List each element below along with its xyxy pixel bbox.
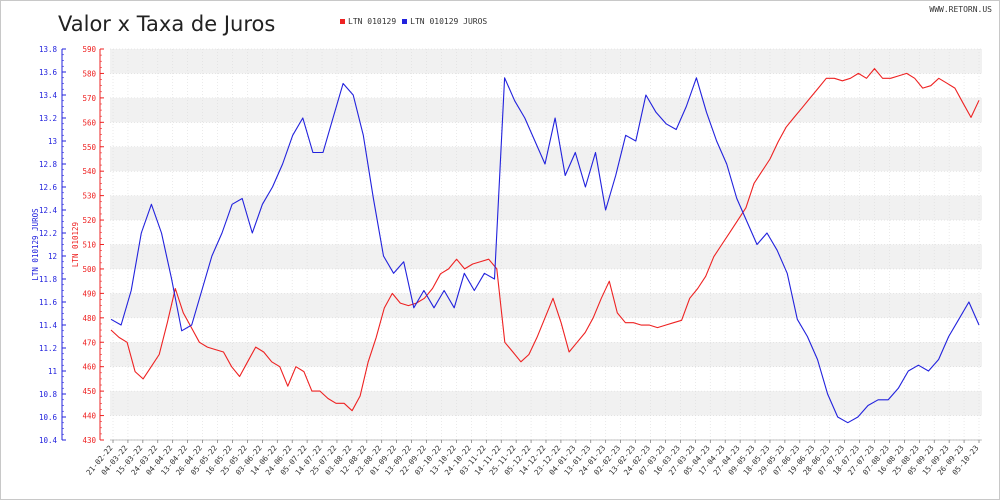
y-left-tick-label: 11.6	[39, 298, 58, 307]
legend-label-ltn: LTN 010129	[348, 17, 397, 26]
y-right-tick-label: 470	[82, 338, 96, 347]
y-right-tick-label: 540	[82, 167, 96, 176]
y-right-tick-label: 520	[82, 216, 96, 225]
y-right-tick-label: 440	[82, 412, 96, 421]
legend-swatch-ltn	[340, 19, 345, 24]
legend-item-juros: LTN 010129 JUROS	[402, 17, 487, 26]
y-left-tick-label: 11	[48, 367, 57, 376]
y-left-tick-label: 12.4	[39, 206, 58, 215]
y-left-tick-label: 10.8	[39, 390, 58, 399]
y-left-tick-label: 10.6	[39, 413, 58, 422]
y-left-tick-label: 12.6	[39, 183, 58, 192]
y-right-tick-label: 530	[82, 192, 96, 201]
y-right-tick-label: 570	[82, 94, 96, 103]
y-right-tick-label: 480	[82, 314, 96, 323]
y-left-tick-label: 13.4	[39, 91, 58, 100]
y-right-tick-label: 550	[82, 143, 96, 152]
y-left-tick-label: 12.8	[39, 160, 58, 169]
y-right-tick-label: 460	[82, 363, 96, 372]
y-right-tick-label: 430	[82, 436, 96, 445]
y-left-tick-label: 12	[48, 252, 57, 261]
y-left-tick-label: 11.8	[39, 275, 58, 284]
y-right-tick-label: 590	[82, 45, 96, 54]
chart-title: Valor x Taxa de Juros	[58, 12, 276, 36]
y-right-tick-label: 580	[82, 69, 96, 78]
legend-swatch-juros	[402, 19, 408, 24]
site-url[interactable]: WWW.RETORN.US	[929, 5, 992, 14]
y-left-tick-label: 13.2	[39, 114, 57, 123]
y-left-tick-label: 11.4	[39, 321, 58, 330]
y-right-tick-label: 490	[82, 289, 96, 298]
y-left-tick-label: 11.2	[39, 344, 57, 353]
y-right-tick-label: 500	[82, 265, 96, 274]
grid-band	[110, 342, 982, 367]
legend: LTN 010129 LTN 010129 JUROS	[340, 17, 487, 26]
y-left-tick-label: 13.6	[39, 68, 58, 77]
legend-item-ltn: LTN 010129	[340, 17, 396, 26]
y-right-axis-label: LTN 010129	[71, 222, 80, 267]
legend-label-juros: LTN 010129 JUROS	[410, 17, 488, 26]
y-right-tick-label: 560	[82, 118, 96, 127]
y-left-axis-label: LTN 010129 JUROS	[31, 208, 40, 281]
y-right-tick-label: 510	[82, 241, 96, 250]
y-left-tick-label: 12.2	[39, 229, 57, 238]
series-line-juros	[110, 77, 980, 424]
y-right-tick-label: 450	[82, 387, 96, 396]
y-left-tick-label: 13	[48, 137, 57, 146]
series-line-ltn	[110, 68, 980, 412]
y-left-tick-label: 13.8	[39, 45, 58, 54]
y-left-tick-label: 10.4	[39, 436, 58, 445]
